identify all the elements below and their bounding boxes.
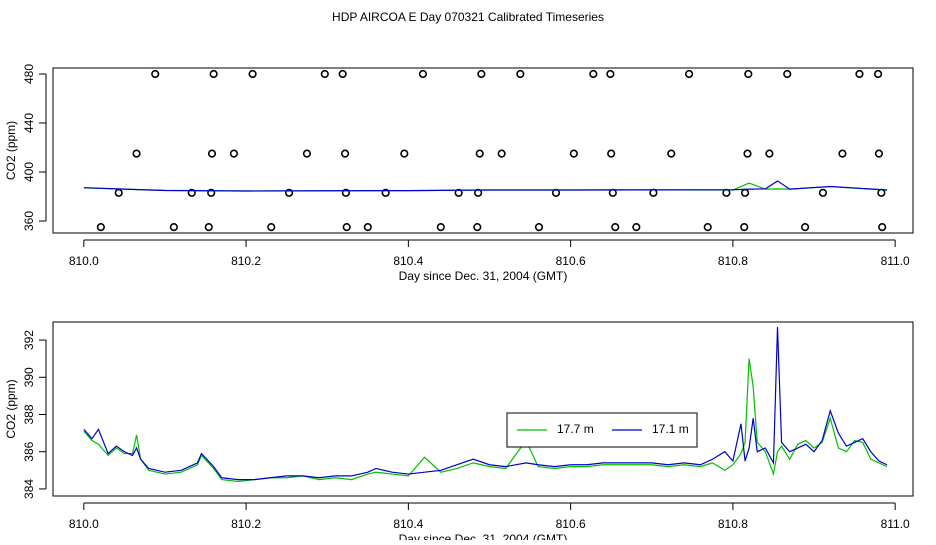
point — [589, 69, 598, 79]
x-tick-label: 810.0 — [69, 517, 99, 531]
x-tick-label: 810.6 — [556, 517, 586, 531]
point — [667, 149, 676, 158]
plot-box — [52, 321, 914, 497]
point — [207, 149, 217, 158]
point — [381, 188, 390, 197]
series-line — [83, 326, 888, 481]
point — [338, 69, 347, 79]
point — [783, 69, 792, 79]
point — [187, 188, 196, 197]
point — [340, 149, 350, 158]
y-tick-label: 440 — [22, 113, 36, 133]
point — [740, 223, 749, 232]
x-tick-label: 811.0 — [881, 254, 910, 268]
point — [248, 69, 257, 79]
y-tick-label: 392 — [22, 330, 36, 350]
point — [436, 223, 445, 232]
y-tick-label: 386 — [22, 441, 36, 461]
x-tick-label: 810.4 — [393, 517, 423, 531]
point — [169, 223, 178, 232]
point — [229, 149, 239, 158]
plot-box — [52, 67, 914, 234]
y-tick-label: 400 — [22, 162, 36, 182]
y-axis-label: CO2 (ppm) — [4, 121, 18, 180]
point — [284, 188, 294, 197]
point — [400, 149, 409, 158]
x-tick-label: 810.8 — [718, 254, 748, 268]
x-tick-label: 810.6 — [556, 254, 586, 268]
y-tick-label: 390 — [22, 367, 36, 387]
point — [703, 223, 712, 232]
legend-label: 17.1 m — [652, 422, 689, 436]
point — [838, 149, 847, 158]
y-tick-label: 388 — [22, 404, 36, 424]
y-tick-label: 480 — [22, 64, 36, 84]
point — [132, 149, 141, 158]
x-axis-label: Day since Dec. 31, 2004 (GMT) — [399, 269, 568, 283]
point — [302, 149, 312, 158]
point — [765, 149, 774, 158]
point — [96, 223, 105, 232]
point — [855, 69, 864, 79]
point — [874, 69, 883, 79]
point — [418, 69, 428, 79]
point — [569, 149, 578, 158]
x-tick-label: 810.2 — [231, 254, 261, 268]
legend-label: 17.7 m — [557, 422, 594, 436]
point — [342, 223, 351, 232]
point — [606, 69, 615, 79]
point — [878, 223, 887, 232]
point — [632, 223, 641, 232]
point — [477, 69, 486, 79]
point — [818, 188, 828, 197]
point — [151, 69, 160, 79]
point — [497, 149, 506, 158]
plot: 810.0 810.2 810.4 810.6 810.8 811.0 360 400 440 4… — [4, 64, 914, 283]
point — [320, 69, 329, 79]
point — [874, 149, 884, 158]
x-tick-label: 810.8 — [718, 517, 748, 531]
point — [611, 223, 620, 232]
point — [204, 223, 213, 232]
point — [800, 223, 810, 232]
point — [743, 149, 752, 158]
point — [534, 223, 544, 232]
y-tick-label: 360 — [22, 211, 36, 231]
point — [516, 69, 525, 79]
y-tick-label: 384 — [22, 479, 36, 499]
series-line — [83, 180, 888, 192]
series-line — [83, 358, 888, 483]
point — [454, 188, 463, 197]
point — [473, 223, 482, 232]
x-tick-label: 810.2 — [231, 517, 261, 531]
x-tick-label: 810.4 — [393, 254, 423, 268]
x-tick-label: 810.0 — [69, 254, 99, 268]
page-title: HDP AIRCOA E Day 070321 Calibrated Times… — [332, 10, 604, 24]
point — [209, 69, 218, 79]
x-axis-label: Day since Dec. 31, 2004 (GMT) — [399, 532, 568, 540]
y-axis-label: CO2 (ppm) — [4, 379, 18, 438]
x-tick-label: 811.0 — [881, 517, 910, 531]
point — [475, 149, 484, 158]
point — [744, 69, 753, 79]
point — [341, 188, 350, 197]
point — [363, 223, 372, 232]
point — [207, 188, 216, 197]
point — [267, 223, 276, 232]
point — [607, 149, 616, 158]
point — [684, 69, 694, 79]
